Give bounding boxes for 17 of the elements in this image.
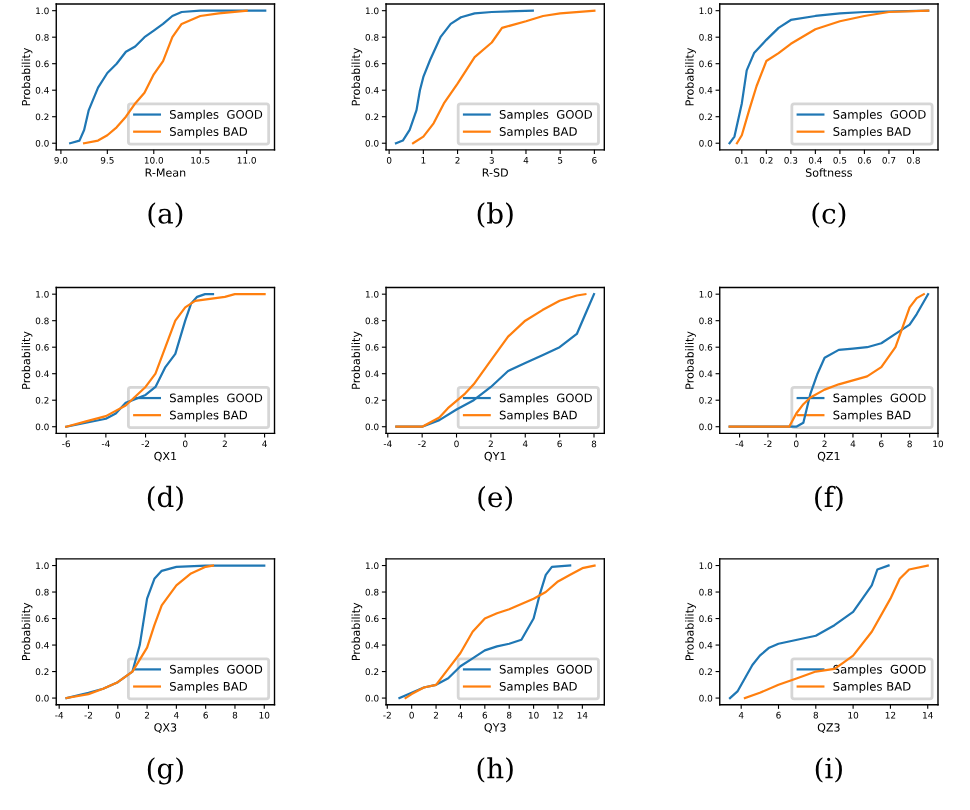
text: (g) [147, 757, 183, 785]
text: (a) [148, 202, 183, 228]
text: (d) [147, 485, 183, 512]
line-series [69, 9, 267, 145]
line-series [404, 564, 596, 700]
line-series [411, 9, 596, 145]
line-series [65, 293, 266, 428]
line-series [65, 293, 215, 428]
line-series [743, 564, 929, 700]
line-series [728, 564, 890, 700]
text: (h) [477, 757, 513, 783]
text: (b) [477, 202, 513, 228]
line-series [65, 564, 215, 700]
text: (i) [815, 757, 842, 783]
text: (f) [815, 485, 843, 512]
text: (c) [812, 202, 846, 228]
text: (e) [478, 485, 513, 512]
